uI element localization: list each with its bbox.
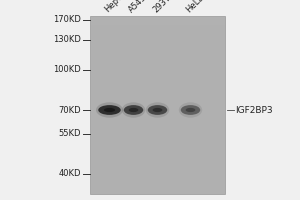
Ellipse shape (122, 102, 145, 118)
Bar (90, 132, 225, 141)
Bar (90, 87, 225, 96)
Ellipse shape (124, 105, 143, 115)
Bar (90, 60, 225, 69)
Bar (90, 43, 225, 52)
Text: HeLa: HeLa (184, 0, 206, 14)
Ellipse shape (104, 108, 115, 112)
Ellipse shape (186, 108, 195, 112)
Ellipse shape (181, 105, 200, 115)
Bar (90, 25, 225, 34)
Bar (90, 123, 225, 132)
Bar (90, 158, 225, 167)
Bar (90, 7, 225, 16)
Bar (90, 34, 225, 43)
Bar (90, 105, 225, 114)
Ellipse shape (129, 108, 138, 112)
Text: A549: A549 (127, 0, 149, 14)
Text: HepG2: HepG2 (103, 0, 130, 14)
Text: 170KD: 170KD (53, 16, 81, 24)
Text: 130KD: 130KD (53, 36, 81, 45)
Bar (90, 16, 225, 25)
Text: 55KD: 55KD (58, 130, 81, 139)
Text: 40KD: 40KD (58, 170, 81, 178)
Bar (90, 78, 225, 87)
Bar (90, 167, 225, 176)
Ellipse shape (179, 102, 202, 118)
Bar (90, 69, 225, 78)
Bar (90, 52, 225, 60)
Bar (90, 16, 225, 194)
Ellipse shape (153, 108, 162, 112)
Ellipse shape (98, 105, 121, 115)
Text: 100KD: 100KD (53, 66, 81, 74)
Text: IGF2BP3: IGF2BP3 (236, 106, 273, 114)
Ellipse shape (148, 105, 167, 115)
Bar (90, 141, 225, 149)
Bar (90, 114, 225, 123)
Bar (90, 149, 225, 158)
Ellipse shape (96, 102, 123, 118)
Ellipse shape (146, 102, 169, 118)
Text: 293T: 293T (151, 0, 172, 14)
Bar (90, 176, 225, 185)
Text: 70KD: 70KD (58, 106, 81, 114)
Bar (90, 96, 225, 105)
